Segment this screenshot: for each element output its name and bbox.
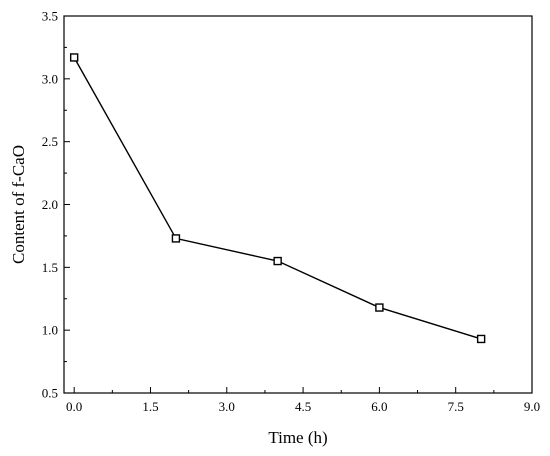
y-tick-label: 2.5 [42,134,58,149]
x-tick-label: 4.5 [295,399,311,414]
x-tick-label: 0.0 [66,399,82,414]
data-point-marker [171,234,181,243]
y-tick-label: 0.5 [42,386,58,401]
y-tick-label: 1.0 [42,323,58,338]
x-axis: 0.0 1.5 3.0 4.5 6.0 7.5 9.0 [66,387,540,414]
data-point-marker [69,53,79,62]
y-tick-label: 3.5 [42,9,58,24]
y-tick-label: 2.0 [42,197,58,212]
x-tick-label: 3.0 [219,399,235,414]
series-layer [69,53,486,344]
data-point-marker [375,303,384,312]
x-tick-label: 1.5 [142,399,158,414]
y-tick-label: 1.5 [42,260,58,275]
x-axis-title: Time (h) [268,428,327,447]
x-tick-label: 7.5 [448,399,464,414]
y-axis: 0.5 1.0 1.5 2.0 2.5 3.0 3.5 [42,9,70,401]
series-line [73,57,482,340]
x-tick-label: 6.0 [371,399,387,414]
plot-border [63,15,533,394]
y-axis-title: Content of f-CaO [9,145,28,264]
plot-frame [63,15,533,394]
x-tick-label: 9.0 [524,399,540,414]
y-tick-label: 3.0 [42,71,58,86]
data-point-marker [476,334,486,344]
data-point-marker [273,256,282,266]
